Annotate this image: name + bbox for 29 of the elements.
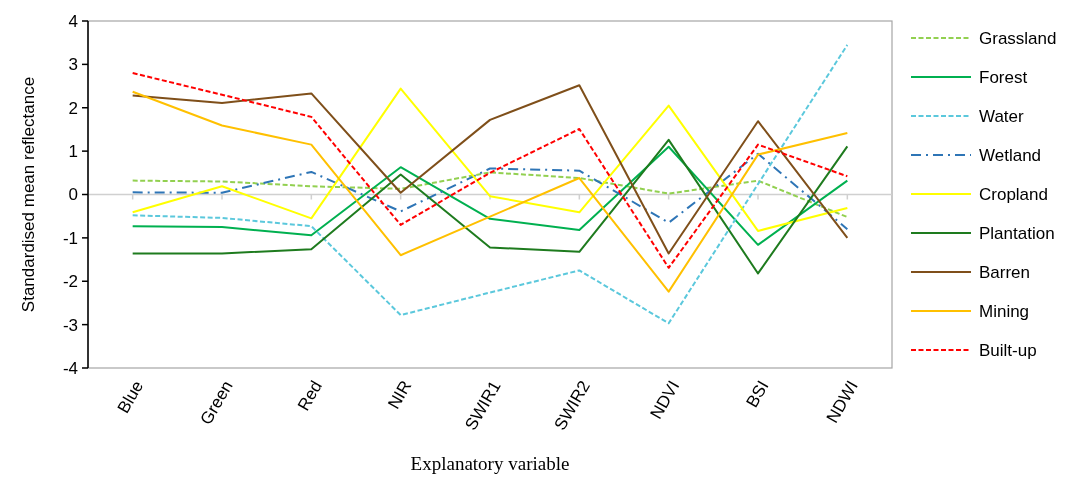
legend-label: Forest	[979, 67, 1028, 87]
y-tick-label: -4	[62, 358, 78, 378]
legend-label: Mining	[979, 301, 1030, 321]
legend-label: Plantation	[979, 223, 1055, 243]
legend-label: Built-up	[979, 340, 1037, 360]
line-series	[131, 43, 849, 325]
x-axis-title: Explanatory variable	[410, 453, 570, 474]
x-tick-label: BSI	[742, 377, 773, 411]
legend-label: Wetland	[979, 145, 1042, 165]
line-series	[131, 145, 849, 246]
legend-label: Water	[979, 106, 1025, 126]
line-series	[131, 87, 849, 232]
x-tick-label: NIR	[384, 377, 416, 413]
y-tick-label: -1	[62, 228, 78, 248]
y-tick-label: 0	[68, 185, 78, 205]
y-tick-label: -3	[62, 315, 78, 335]
legend-label: Cropland	[979, 184, 1048, 204]
y-tick-label: -2	[62, 272, 78, 292]
legend-label: Barren	[979, 262, 1031, 282]
line-series	[131, 138, 849, 275]
line-series	[131, 171, 849, 219]
legend-label: Grassland	[979, 28, 1057, 48]
y-tick-label: 3	[68, 55, 78, 75]
y-tick-label: 2	[68, 98, 78, 118]
y-tick-label: 4	[68, 11, 78, 31]
y-tick-label: 1	[68, 142, 78, 162]
y-axis-title: Standardised mean reflectance	[18, 76, 38, 313]
line-series	[131, 90, 849, 293]
line-series	[131, 152, 849, 231]
